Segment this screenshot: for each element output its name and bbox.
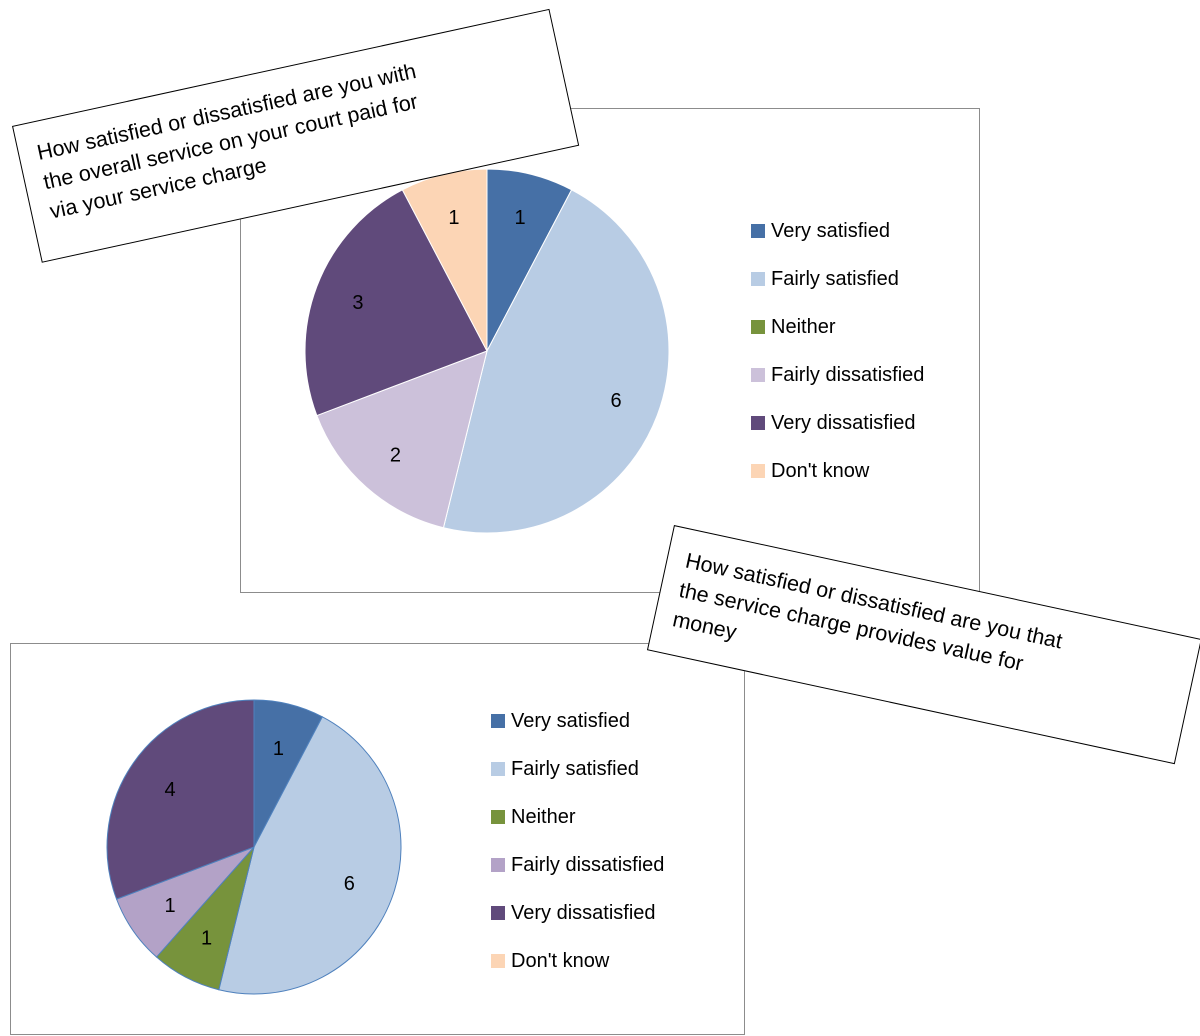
legend-item-fairly-satisfied: Fairly satisfied [751,267,899,291]
data-label-very-dissatisfied: 3 [352,292,363,314]
legend-swatch [491,906,505,920]
pie-slice-fairly-satisfied [442,189,670,534]
data-label-very-satisfied: 1 [514,207,525,229]
legend-swatch [491,954,505,968]
legend-label: Very satisfied [511,709,630,732]
data-label-fairly-satisfied: 6 [344,873,355,895]
legend-label: Fairly dissatisfied [511,853,665,876]
legend-item-very-satisfied: Very satisfied [751,219,890,243]
pie-slice-very-dissatisfied [304,189,488,417]
legend-item-fairly-dissatisfied: Fairly dissatisfied [751,363,924,387]
legend-swatch [751,464,765,478]
legend-swatch [751,416,765,430]
data-label-fairly-satisfied: 6 [610,390,621,412]
data-label-fairly-dissatisfied: 1 [164,895,175,917]
legend-label: Fairly satisfied [771,267,899,290]
legend-label: Don't know [771,459,870,482]
legend-swatch [751,272,765,286]
legend-label: Fairly satisfied [511,757,639,780]
legend-item-neither: Neither [491,805,575,829]
pie-plot-overall-service: 1 6 2 3 1 [304,168,670,534]
data-label-neither: 1 [201,927,212,949]
pie-slice-fairly-satisfied [218,716,402,995]
legend-item-very-dissatisfied: Very dissatisfied [491,901,656,925]
data-label-very-satisfied: 1 [273,738,284,760]
legend-item-very-satisfied: Very satisfied [491,709,630,733]
legend-swatch [491,858,505,872]
legend-swatch [751,224,765,238]
legend-item-don-t-know: Don't know [751,459,869,483]
legend-swatch [491,762,505,776]
legend-label: Don't know [511,949,610,972]
legend-label: Very dissatisfied [511,901,656,924]
data-label-fairly-dissatisfied: 2 [390,444,401,466]
legend-item-very-dissatisfied: Very dissatisfied [751,411,916,435]
data-label-don-t-know: 1 [448,207,459,229]
legend-label: Very dissatisfied [771,411,916,434]
pie-slice-fairly-dissatisfied [316,350,488,529]
legend-item-fairly-satisfied: Fairly satisfied [491,757,639,781]
data-label-very-dissatisfied: 4 [164,779,175,801]
pie-chart-overall-service: 1 6 2 3 1 Very satisfied Fairly satisfied Neit… [240,108,980,593]
legend-swatch [751,320,765,334]
legend-label: Fairly dissatisfied [771,363,925,386]
legend-swatch [491,714,505,728]
legend-item-don-t-know: Don't know [491,949,609,973]
legend-item-fairly-dissatisfied: Fairly dissatisfied [491,853,664,877]
legend-swatch [491,810,505,824]
legend-label: Neither [771,315,836,338]
legend-label: Very satisfied [771,219,890,242]
legend-label: Neither [511,805,576,828]
legend-swatch [751,368,765,382]
pie-slice-very-dissatisfied [106,699,255,900]
legend-item-neither: Neither [751,315,835,339]
